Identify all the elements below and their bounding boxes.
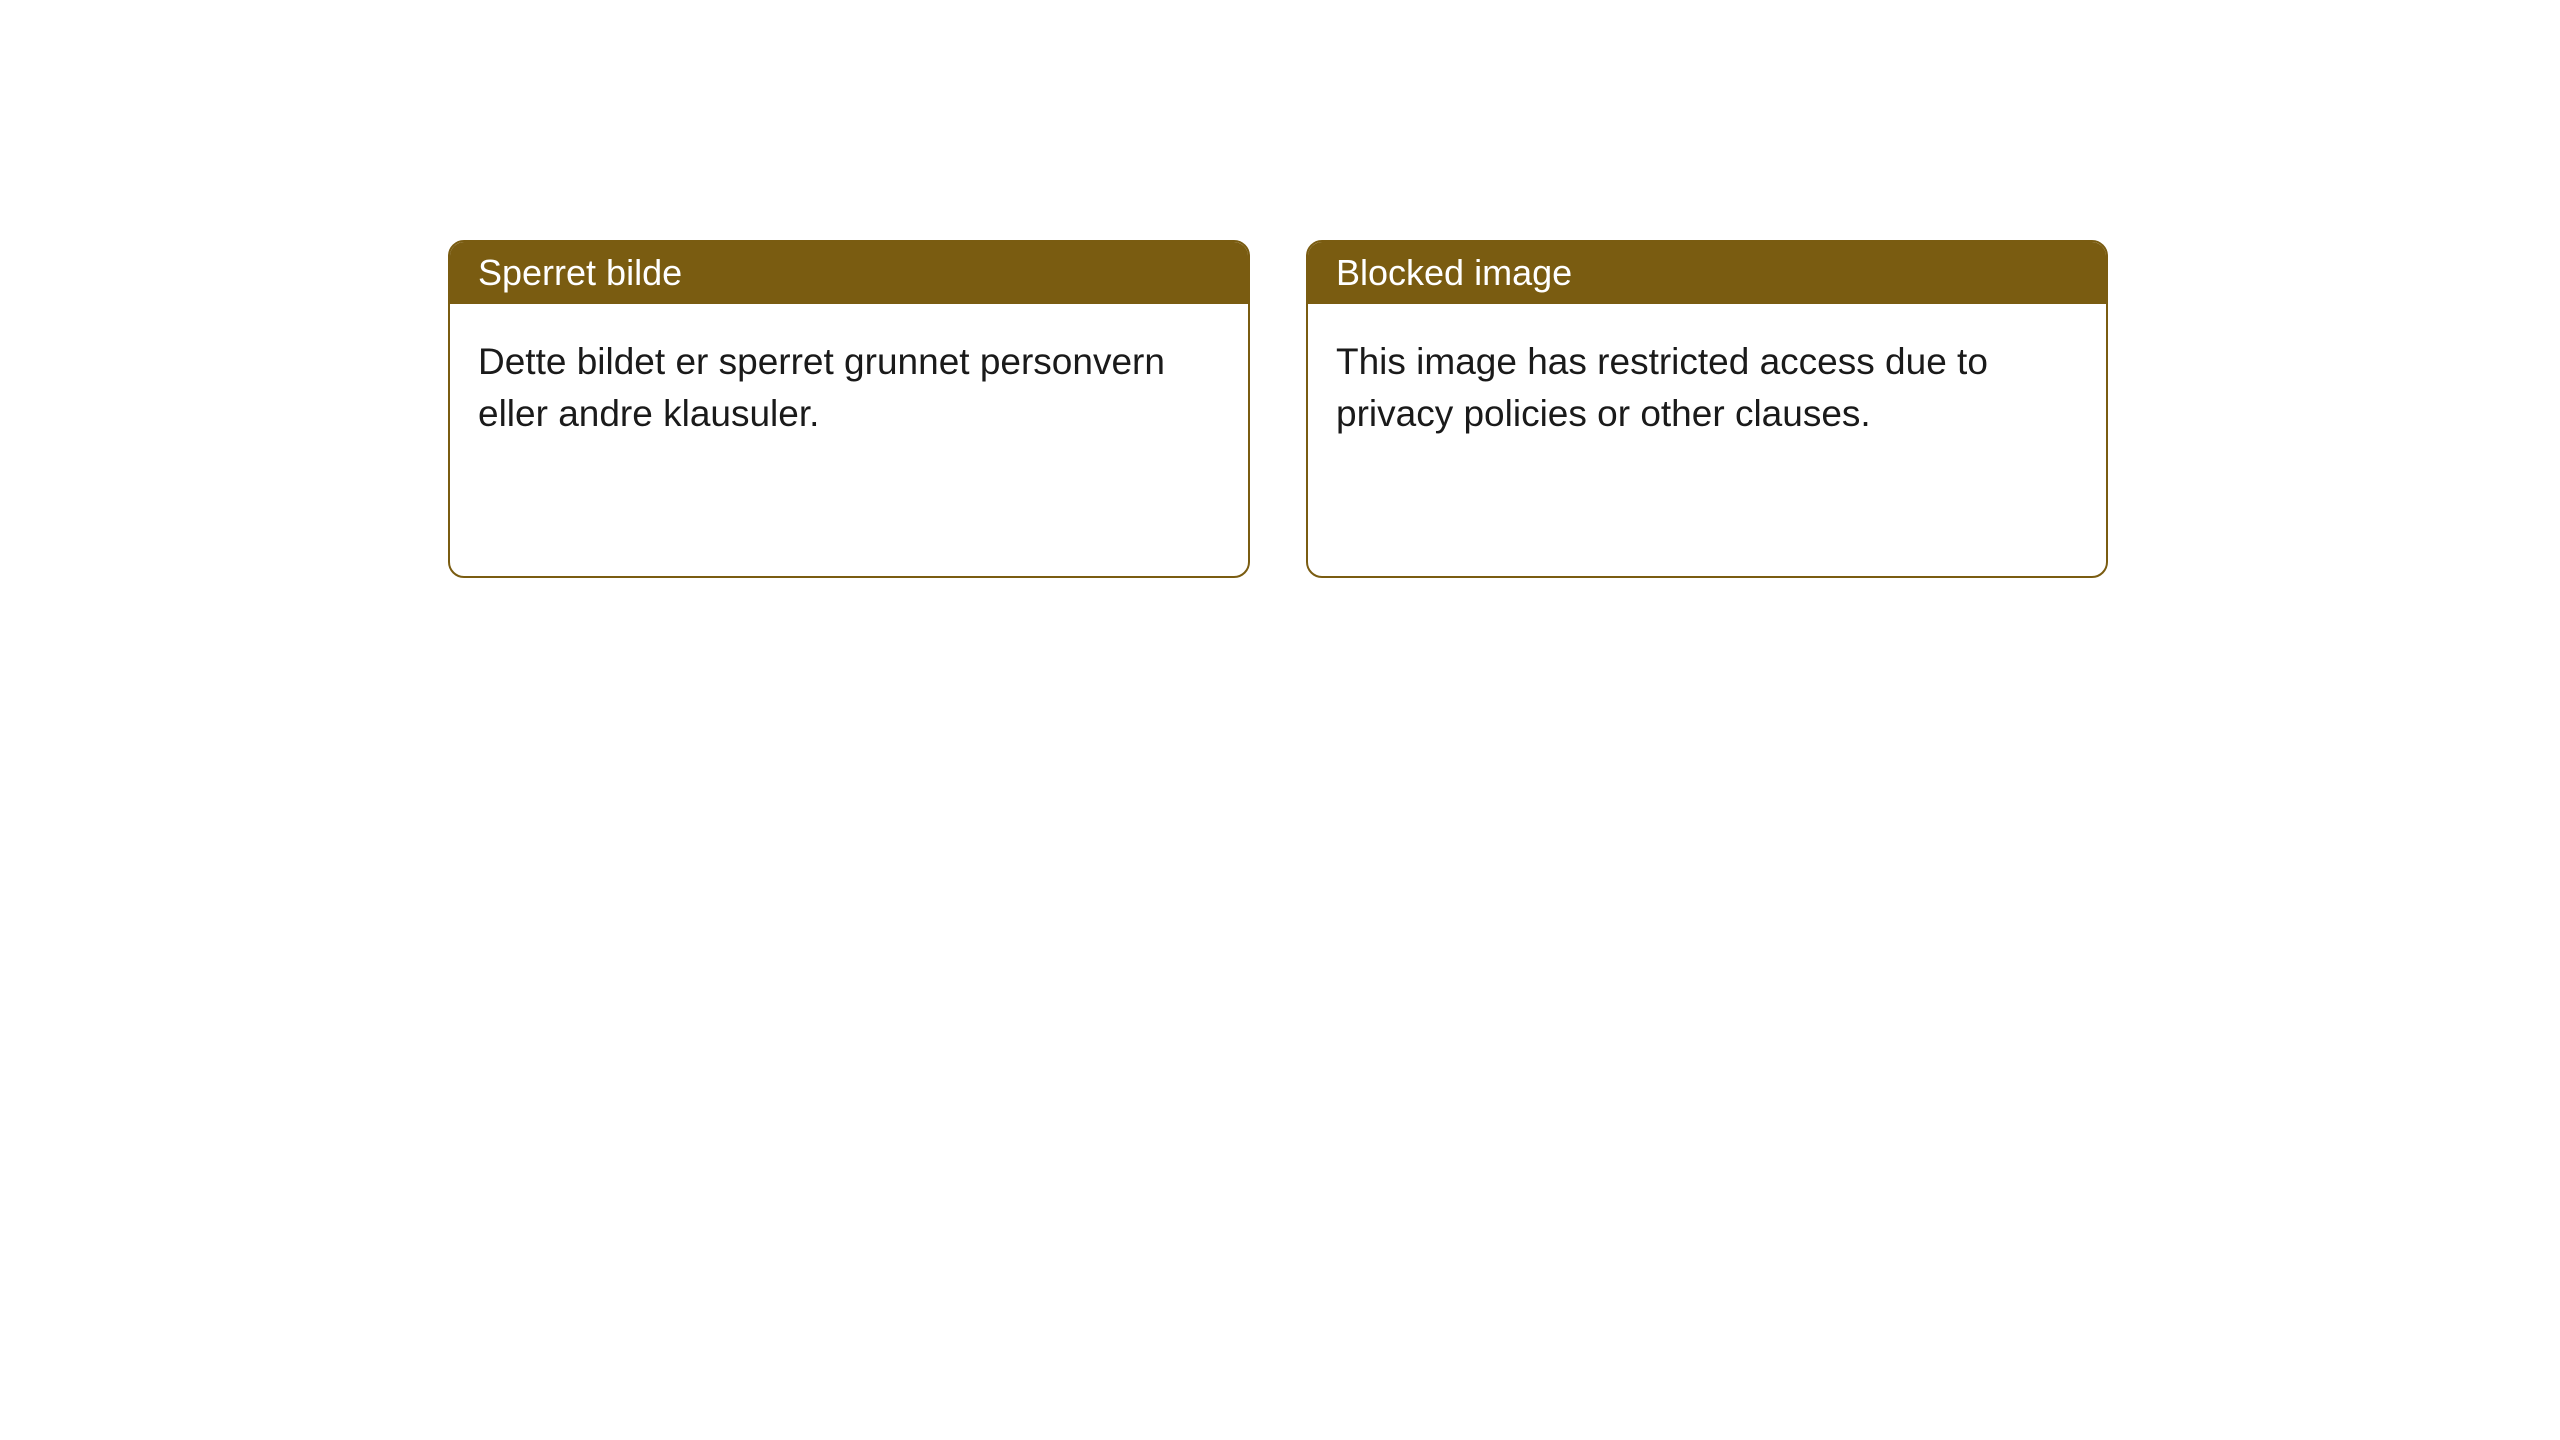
notice-header: Sperret bilde	[450, 242, 1248, 304]
notice-body: This image has restricted access due to …	[1308, 304, 2106, 576]
notice-title: Blocked image	[1336, 252, 1572, 293]
notice-title: Sperret bilde	[478, 252, 682, 293]
notice-body-text: This image has restricted access due to …	[1336, 341, 1988, 434]
notice-container: Sperret bilde Dette bildet er sperret gr…	[0, 0, 2560, 578]
notice-card-norwegian: Sperret bilde Dette bildet er sperret gr…	[448, 240, 1250, 578]
notice-header: Blocked image	[1308, 242, 2106, 304]
notice-body: Dette bildet er sperret grunnet personve…	[450, 304, 1248, 576]
notice-card-english: Blocked image This image has restricted …	[1306, 240, 2108, 578]
notice-body-text: Dette bildet er sperret grunnet personve…	[478, 341, 1165, 434]
